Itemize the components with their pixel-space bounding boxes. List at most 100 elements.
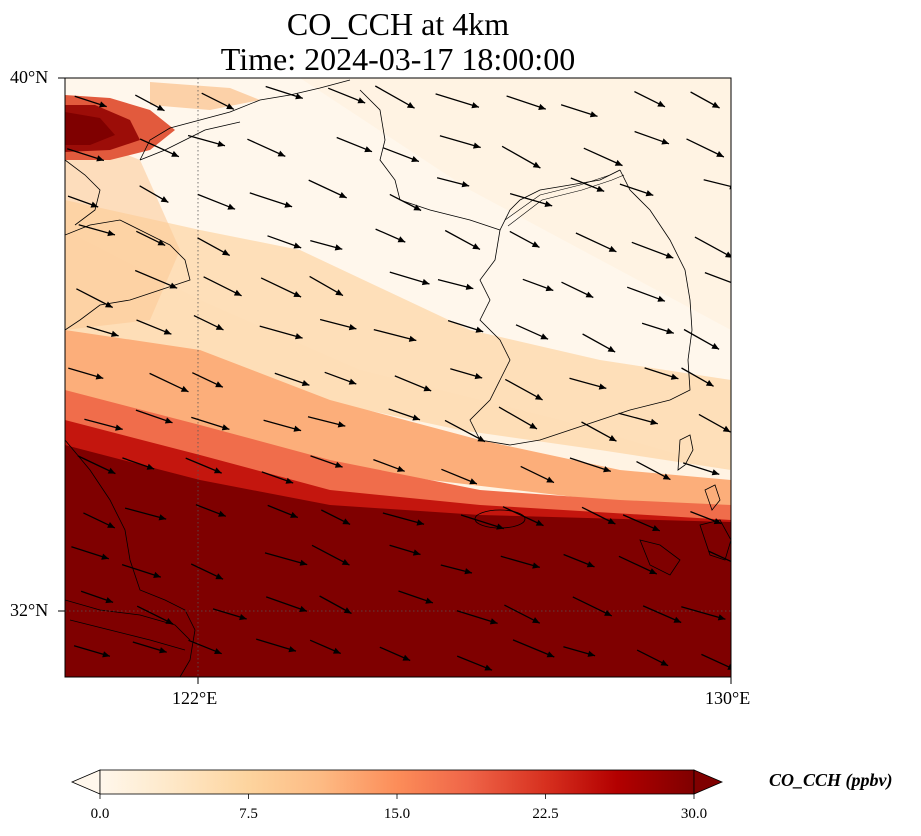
wind-arrow-shaft [134, 269, 178, 289]
wind-arrow-head [169, 282, 178, 289]
wind-arrow-head [586, 561, 595, 568]
wind-arrow-head [412, 414, 420, 421]
wind-arrow-head [538, 103, 546, 110]
wind-arrow-shaft [382, 512, 425, 525]
colorbar-tick: 15.0 [383, 806, 411, 822]
wind-arrow-head [544, 200, 553, 207]
wind-arrow-head [217, 140, 225, 147]
wind-arrow-head [741, 564, 749, 570]
wind-arrow-head [293, 242, 302, 249]
wind-arrow-head [215, 381, 223, 388]
wind-arrow-head [660, 659, 669, 666]
wind-arrow-head [146, 463, 155, 470]
colorbar-tick: 7.5 [239, 806, 258, 822]
wind-arrow-head [397, 236, 406, 243]
wind-arrow-head [364, 146, 372, 153]
wind-arrow-head [222, 249, 230, 256]
lat-label-40n: 40°N [10, 67, 49, 87]
wind-arrow-head [585, 291, 594, 298]
gridlines [65, 78, 731, 677]
wind-arrow-head [339, 192, 347, 198]
wind-arrow-head [652, 525, 660, 531]
wind-arrow-head [343, 607, 352, 614]
wind-arrow-shaft [374, 85, 415, 109]
wind-arrow-head [105, 301, 113, 308]
colorbar-extend-high [693, 769, 724, 795]
wind-arrow-head [474, 373, 483, 380]
wind-arrow-head [465, 283, 474, 290]
wind-arrow-head [423, 385, 432, 392]
wind-arrow-head [472, 243, 480, 250]
wind-arrow-head [662, 473, 671, 480]
wind-arrow-shaft [498, 406, 538, 430]
wind-arrow-head [665, 252, 674, 259]
colorbar-gradient [99, 769, 695, 795]
wind-arrow-head [301, 380, 310, 386]
wind-arrow-head [725, 251, 731, 258]
wind-arrow-shaft [460, 514, 505, 530]
wind-arrow-head [711, 469, 720, 476]
wind-arrow-shaft [259, 325, 303, 339]
wind-arrow-head [107, 230, 115, 237]
wind-arrow-head [157, 239, 166, 246]
wind-arrow-head [397, 465, 405, 472]
wind-arrow-head [673, 616, 682, 623]
wind-arrow-head [529, 422, 537, 429]
wind-arrow-head [657, 100, 665, 107]
wind-arrow-head [115, 424, 123, 431]
wind-arrow-shaft [264, 552, 308, 566]
wind-arrow-head [102, 651, 110, 658]
wind-arrow-head [226, 103, 234, 110]
wind-arrow-head [532, 161, 541, 168]
wind-arrow-shaft [708, 550, 731, 563]
wind-arrow-head [657, 295, 665, 302]
wind-arrow-head [469, 478, 477, 485]
wind-arrow-head [153, 571, 161, 578]
wind-arrow-head [105, 597, 114, 604]
wind-arrow-head [277, 150, 286, 157]
wind-arrow-head [214, 467, 222, 474]
wind-arrow-head [348, 378, 357, 385]
wind-arrow-head [402, 654, 411, 661]
wind-arrow-head [661, 138, 669, 145]
wind-arrow-head [159, 647, 167, 654]
wind-arrow-shaft [203, 276, 242, 297]
map-ticks [58, 77, 732, 684]
wind-arrow-shaft [139, 138, 180, 158]
wind-arrow-head [290, 511, 298, 518]
wind-arrow-shaft [704, 271, 731, 284]
wind-arrow-head [164, 417, 173, 424]
wind-arrow-head [288, 646, 296, 653]
wind-arrow-head [596, 185, 605, 192]
wind-arrow-head [218, 510, 226, 517]
wind-arrow-head [357, 97, 366, 104]
wind-arrow-head [413, 204, 422, 211]
wind-arrow-head [477, 435, 486, 442]
wind-arrow-head [160, 196, 169, 203]
wind-arrow-head [475, 326, 484, 333]
concentration-field [65, 78, 731, 677]
wind-arrow-head [604, 610, 612, 616]
wind-arrow-head [535, 519, 544, 526]
wind-arrow-shaft [502, 506, 544, 527]
wind-arrow-head [107, 522, 115, 528]
colorbar-tick: 30.0 [680, 806, 708, 822]
wind-arrow-head [670, 373, 679, 380]
wind-arrow-head [333, 647, 341, 654]
wind-arrow-head [608, 435, 617, 442]
wind-arrow-shaft [149, 372, 189, 393]
wind-arrow-head [299, 559, 308, 566]
wind-arrow-head [348, 324, 357, 331]
wind-arrow-head [532, 562, 540, 569]
wind-arrow-shaft [311, 544, 350, 566]
figure-title-line2: Time: 2024-03-17 18:00:00 [220, 41, 576, 77]
wind-arrow-head [111, 330, 119, 337]
wind-arrow-head [711, 343, 720, 350]
wind-arrow-head [107, 467, 116, 474]
wind-vectors [67, 85, 749, 671]
wind-arrow-head [227, 203, 236, 210]
wind-arrow-shaft [439, 135, 481, 149]
wind-arrow-head [335, 289, 343, 296]
wind-arrow-shaft [569, 457, 612, 473]
wind-arrow-head [284, 201, 293, 208]
